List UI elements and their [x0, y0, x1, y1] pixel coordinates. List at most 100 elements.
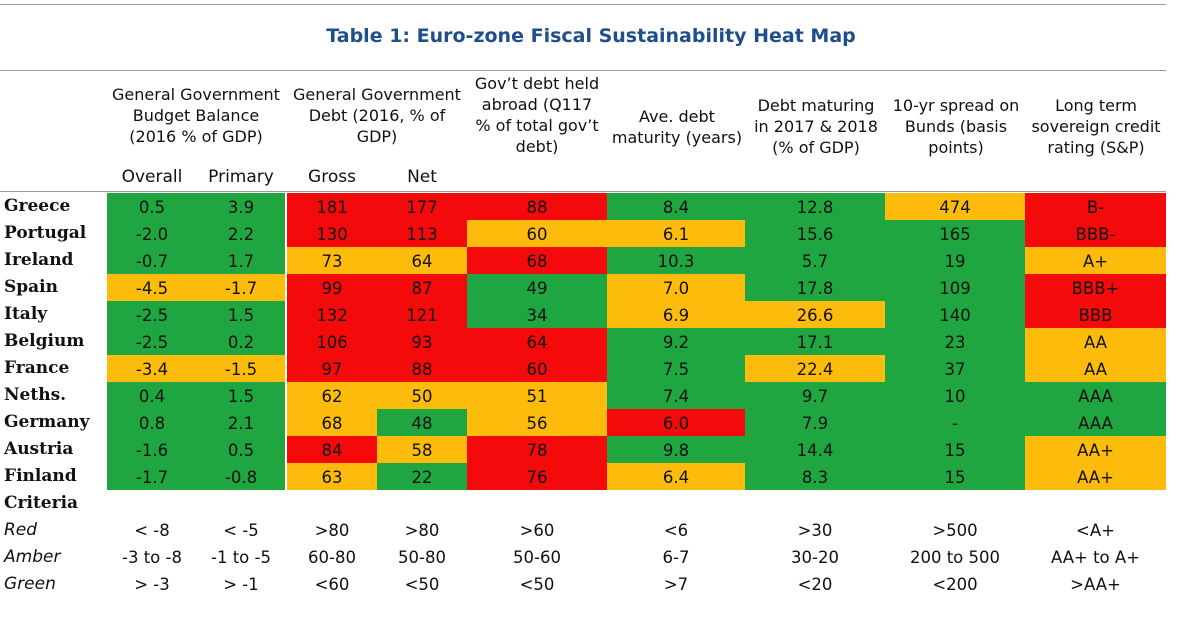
heat-cell: 132: [287, 301, 377, 328]
heat-cell: 68: [287, 409, 377, 436]
header-rule: [0, 191, 1166, 192]
heat-cell: 14.4: [745, 436, 885, 463]
column-header-line: points): [928, 138, 984, 157]
column-header-line: Debt maturing: [757, 96, 875, 115]
heat-cell: 113: [377, 220, 467, 247]
heat-cell: 1.5: [197, 301, 285, 328]
heat-cell: 8.4: [607, 193, 745, 220]
column-header-line: (% of GDP): [772, 138, 860, 157]
heat-cell: 165: [885, 220, 1025, 247]
criteria-value: <50: [519, 575, 555, 594]
heat-cell: 12.8: [745, 193, 885, 220]
heat-cell: 0.2: [197, 328, 285, 355]
heat-cell: 9.8: [607, 436, 745, 463]
column-header-line: rating (S&P): [1047, 138, 1145, 157]
heat-cell: -0.7: [107, 247, 197, 274]
title-rule: [0, 70, 1166, 71]
heat-cell: 8.3: [745, 463, 885, 490]
column-header-line: General Government: [293, 85, 461, 104]
heat-cell: 1.7: [197, 247, 285, 274]
column-header-7: Long term sovereign credit rating (S&P): [1025, 95, 1167, 158]
heat-cell: 93: [377, 328, 467, 355]
column-header-1: General Government Budget Balance (2016 % …: [105, 84, 287, 147]
criteria-value: < -5: [223, 521, 259, 540]
heat-cell: 78: [467, 436, 607, 463]
criteria-value: -3 to -8: [122, 548, 182, 567]
country-label: Italy: [4, 304, 48, 324]
criteria-value: >500: [932, 521, 978, 540]
heat-cell: AAA: [1025, 409, 1166, 436]
heat-cell: 7.9: [745, 409, 885, 436]
column-header-3: Gov’t debt held abroad (Q117 % of total go…: [465, 73, 609, 157]
heat-cell: 19: [885, 247, 1025, 274]
heat-cell: -: [885, 409, 1025, 436]
criteria-value: AA+ to A+: [1050, 548, 1141, 567]
heat-cell: 88: [467, 193, 607, 220]
heat-cell: 1.5: [197, 382, 285, 409]
heat-cell: 7.5: [607, 355, 745, 382]
column-header-line: Gov’t debt held: [474, 74, 600, 93]
criteria-value: <60: [314, 575, 350, 594]
column-header-line: GDP): [356, 127, 398, 146]
heat-cell: 6.0: [607, 409, 745, 436]
criteria-label-green: Green: [4, 574, 56, 594]
heat-cell: 2.1: [197, 409, 285, 436]
heat-cell: 10.3: [607, 247, 745, 274]
heat-cell: 177: [377, 193, 467, 220]
heat-cell: -1.7: [197, 274, 285, 301]
criteria-value: 50-80: [398, 548, 446, 567]
heat-cell: 474: [885, 193, 1025, 220]
heat-cell: 60: [467, 220, 607, 247]
heat-cell: 22.4: [745, 355, 885, 382]
heat-cell: -1.5: [197, 355, 285, 382]
country-label: Belgium: [4, 331, 85, 351]
heat-cell: 17.8: [745, 274, 885, 301]
heat-cell: AA+: [1025, 436, 1166, 463]
heat-cell: -0.8: [197, 463, 285, 490]
criteria-value: >60: [519, 521, 555, 540]
column-header-line: (2016 % of GDP): [129, 127, 263, 146]
heat-cell: -4.5: [107, 274, 197, 301]
criteria-value: <200: [932, 575, 978, 594]
heat-cell: 22: [377, 463, 467, 490]
heat-cell: 2.2: [197, 220, 285, 247]
heat-cell: 9.2: [607, 328, 745, 355]
heat-cell: 64: [377, 247, 467, 274]
column-header-line: General Government: [112, 85, 280, 104]
criteria-value: -1 to -5: [211, 548, 271, 567]
heat-cell: 15.6: [745, 220, 885, 247]
heat-cell: 34: [467, 301, 607, 328]
heat-cell: AAA: [1025, 382, 1166, 409]
heat-cell: 88: [377, 355, 467, 382]
country-label: Germany: [4, 412, 90, 432]
heat-cell: 6.1: [607, 220, 745, 247]
heat-cell: 26.6: [745, 301, 885, 328]
subheader-gross: Gross: [308, 167, 356, 187]
column-header-5: Debt maturing in 2017 & 2018 (% of GDP): [745, 95, 887, 158]
criteria-value: <6: [663, 521, 689, 540]
heat-cell: 99: [287, 274, 377, 301]
heat-cell: 5.7: [745, 247, 885, 274]
heat-cell: 50: [377, 382, 467, 409]
heat-cell: 48: [377, 409, 467, 436]
heat-cell: 63: [287, 463, 377, 490]
heat-cell: 60: [467, 355, 607, 382]
criteria-value: > -1: [223, 575, 259, 594]
country-label: Ireland: [4, 250, 74, 270]
column-header-line: sovereign credit: [1031, 117, 1161, 136]
criteria-heading: Criteria: [4, 493, 79, 513]
column-header-4: Ave. debt maturity (years): [607, 106, 747, 148]
column-header-2: General Government Debt (2016, % of GDP): [287, 84, 467, 147]
heat-cell: 84: [287, 436, 377, 463]
criteria-value: >80: [314, 521, 350, 540]
criteria-value: >7: [663, 575, 689, 594]
subheader-overall: Overall: [121, 167, 183, 187]
table-title: Table 1: Euro-zone Fiscal Sustainability…: [326, 25, 856, 47]
criteria-value: 60-80: [308, 548, 356, 567]
subheader-net: Net: [407, 167, 437, 187]
country-label: Spain: [4, 277, 58, 297]
heat-cell: AA: [1025, 355, 1166, 382]
heat-cell: 62: [287, 382, 377, 409]
criteria-value: 6-7: [662, 548, 690, 567]
heat-cell: 106: [287, 328, 377, 355]
